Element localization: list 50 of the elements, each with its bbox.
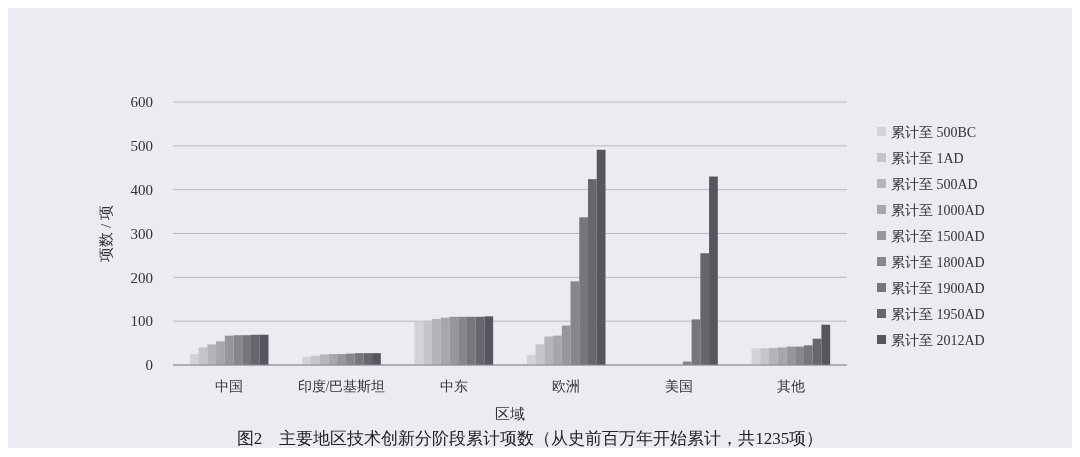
- legend-label: 累计至 1000AD: [891, 202, 985, 218]
- legend-label: 累计至 1AD: [891, 150, 964, 166]
- bar: [579, 217, 589, 365]
- y-tick-label: 200: [130, 269, 153, 286]
- bar: [768, 347, 778, 365]
- y-tick-label: 400: [130, 181, 153, 198]
- bar: [431, 318, 441, 365]
- bar: [526, 354, 536, 365]
- bar: [544, 336, 554, 365]
- bar: [363, 353, 373, 365]
- legend-label: 累计至 1900AD: [891, 280, 985, 296]
- bar: [709, 176, 718, 365]
- bar: [328, 354, 338, 365]
- bar: [691, 319, 701, 365]
- x-tick-label: 中东: [439, 379, 468, 394]
- bar: [760, 348, 769, 365]
- legend-label: 累计至 1500AD: [891, 228, 985, 244]
- y-axis-title: 项数 / 项: [98, 205, 114, 262]
- bar: [310, 355, 320, 365]
- x-tick-label: 印度/巴基斯坦: [297, 379, 386, 394]
- legend-label: 累计至 500AD: [891, 176, 978, 192]
- bar: [189, 354, 199, 365]
- x-tick-label: 其他: [776, 379, 805, 394]
- bar: [242, 335, 252, 365]
- y-tick-label: 100: [130, 313, 153, 330]
- x-tick-label: 欧洲: [552, 379, 581, 394]
- text: 图2 主要地区技术创新分阶段累计项数（从史前百万年开始累计，共1235项）: [236, 429, 824, 448]
- y-tick-label: 500: [130, 138, 153, 155]
- bar: [700, 253, 710, 365]
- legend-label: 累计至 1800AD: [891, 254, 985, 270]
- bar: [466, 316, 476, 365]
- bar: [553, 335, 562, 365]
- legend-label: 累计至 2012AD: [891, 332, 985, 348]
- bar: [803, 345, 813, 365]
- bar: [372, 353, 381, 365]
- x-tick-label: 中国: [215, 379, 244, 394]
- x-axis-title: 区域: [495, 406, 525, 422]
- y-tick-label: 0: [145, 357, 153, 374]
- legend-label: 累计至 1950AD: [891, 306, 985, 322]
- bar: [216, 341, 225, 365]
- bar: [484, 316, 494, 365]
- bar: [821, 324, 831, 365]
- x-tick-label: 美国: [664, 379, 693, 394]
- y-tick-label: 300: [130, 225, 153, 242]
- bar: [596, 149, 606, 365]
- bar: [207, 344, 217, 365]
- y-tick-label: 600: [130, 94, 153, 111]
- legend-label: 累计至 500BC: [891, 124, 977, 140]
- bar: [588, 179, 597, 365]
- bar: [251, 334, 260, 365]
